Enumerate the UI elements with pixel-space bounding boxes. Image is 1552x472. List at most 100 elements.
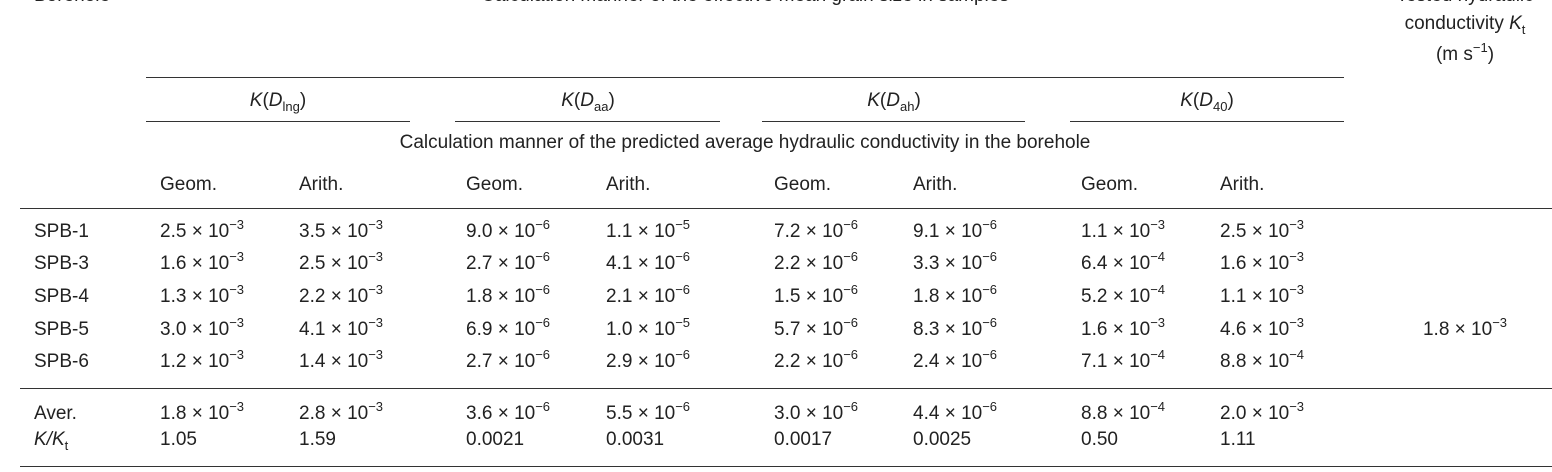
rule — [20, 466, 1552, 467]
row-label: SPB-5 — [34, 319, 89, 341]
cell: 3.3 × 10−6 — [913, 250, 997, 275]
cell: 1.2 × 10−3 — [160, 348, 244, 373]
text-part: SPB-3 — [34, 253, 89, 274]
text-part: −4 — [1150, 347, 1166, 362]
text-part: 1.05 — [160, 429, 197, 450]
text-part: Arith. — [606, 174, 651, 195]
cell: 1.8 × 10−6 — [913, 283, 997, 308]
cell: 6.9 × 10−6 — [466, 316, 550, 341]
text-part: 0.0021 — [466, 429, 525, 450]
text-part: 8.8 × 10 — [1081, 403, 1151, 424]
header-tested: conductivity Kt — [1404, 13, 1526, 36]
cell: 5.7 × 10−6 — [774, 316, 858, 341]
text-part: −3 — [229, 399, 245, 414]
cell: 3.0 × 10−6 — [774, 400, 858, 425]
text-part: 1.1 × 10 — [606, 221, 676, 242]
text-part: ) — [608, 90, 615, 111]
text-part: D — [268, 90, 283, 111]
text-part: −6 — [843, 217, 859, 232]
subheader: Arith. — [913, 174, 957, 196]
rule — [455, 121, 720, 122]
text-part: −6 — [982, 217, 998, 232]
cell: 9.0 × 10−6 — [466, 218, 550, 243]
text-part: lng — [282, 99, 300, 114]
text-part: −1 — [1472, 40, 1488, 55]
text-part: −3 — [229, 217, 245, 232]
text-part: −6 — [982, 249, 998, 264]
text-part: 0.50 — [1081, 429, 1118, 450]
text-part: 1.3 × 10 — [160, 286, 230, 307]
text-part: 7.1 × 10 — [1081, 351, 1151, 372]
rule — [1070, 121, 1344, 122]
header-units: (m s−1) — [1436, 41, 1494, 66]
text-part: −6 — [535, 282, 551, 297]
text-part: 3.0 × 10 — [774, 403, 844, 424]
text-part: −6 — [535, 399, 551, 414]
text-part: 2.4 × 10 — [913, 351, 983, 372]
text-part: 0.0031 — [606, 429, 665, 450]
cell: 4.4 × 10−6 — [913, 400, 997, 425]
text-part: D — [580, 90, 594, 111]
text-part: Borehole — [34, 0, 110, 6]
text-part: 2.9 × 10 — [606, 351, 676, 372]
text-part: 2.0 × 10 — [1220, 403, 1290, 424]
rule — [146, 121, 410, 122]
text-part: SPB-5 — [34, 319, 89, 340]
cell: 3.0 × 10−3 — [160, 316, 244, 341]
cell: 1.8 × 10−3 — [160, 400, 244, 425]
subheader: Geom. — [774, 174, 831, 196]
cell: 9.1 × 10−6 — [913, 218, 997, 243]
cell: 2.5 × 10−3 — [1220, 218, 1304, 243]
text-part: K — [1509, 13, 1522, 34]
text-part: K — [249, 90, 263, 111]
group-header: K(Dah) — [867, 90, 921, 114]
text-part: D — [886, 90, 900, 111]
row-label: Aver. — [34, 403, 77, 425]
text-part: −3 — [1289, 249, 1305, 264]
text-part: −6 — [675, 282, 691, 297]
rule — [146, 77, 1344, 78]
text-part: −3 — [1289, 217, 1305, 232]
cell: 1.3 × 10−3 — [160, 283, 244, 308]
cell: 5.5 × 10−6 — [606, 400, 690, 425]
text-part: 2.7 × 10 — [466, 253, 536, 274]
rule — [20, 388, 1552, 389]
text-part: −3 — [229, 282, 245, 297]
text-part: Tested hydraulic — [1396, 0, 1533, 6]
subheader: Arith. — [606, 174, 650, 196]
text-part: Arith. — [299, 174, 344, 195]
text-part: 2.2 × 10 — [774, 253, 844, 274]
subheader: Arith. — [1220, 174, 1264, 196]
text-part: −6 — [982, 399, 998, 414]
row-label: K/Kt — [34, 429, 68, 452]
text-part: 1.1 × 10 — [1220, 286, 1290, 307]
cell: 2.2 × 10−6 — [774, 250, 858, 275]
text-part: 9.0 × 10 — [466, 221, 536, 242]
row-label: SPB-1 — [34, 221, 89, 243]
cell: 1.11 — [1220, 429, 1256, 451]
text-part: −6 — [535, 315, 551, 330]
text-part: Geom. — [774, 174, 832, 195]
text-part: ah — [899, 99, 915, 114]
text-part: 1.2 × 10 — [160, 351, 230, 372]
text-part: 3.3 × 10 — [913, 253, 983, 274]
text-part: Aver. — [34, 403, 77, 424]
text-part: 1.8 × 10 — [160, 403, 230, 424]
row-label: SPB-3 — [34, 253, 89, 275]
text-part: K/K — [34, 429, 65, 450]
text-part: 40 — [1212, 99, 1228, 114]
group-header: K(Daa) — [561, 90, 615, 113]
cell: 2.1 × 10−6 — [606, 283, 690, 308]
cell: 1.59 — [299, 429, 336, 451]
text-part: −3 — [368, 249, 384, 264]
cell: 2.0 × 10−3 — [1220, 400, 1304, 425]
text-part: 1.5 × 10 — [774, 286, 844, 307]
text-part: 9.1 × 10 — [913, 221, 983, 242]
text-part: −6 — [675, 347, 691, 362]
cell: 1.05 — [160, 429, 197, 451]
text-part: conductivity — [1404, 13, 1510, 34]
text-part: −3 — [1150, 315, 1166, 330]
text-part: −3 — [1150, 217, 1166, 232]
text-part: 1.6 × 10 — [1220, 253, 1290, 274]
